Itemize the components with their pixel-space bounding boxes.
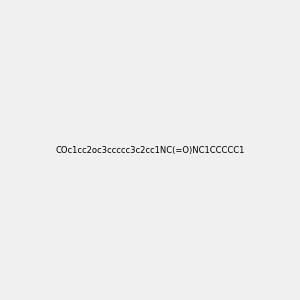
Text: COc1cc2oc3ccccc3c2cc1NC(=O)NC1CCCCC1: COc1cc2oc3ccccc3c2cc1NC(=O)NC1CCCCC1 — [55, 146, 245, 154]
